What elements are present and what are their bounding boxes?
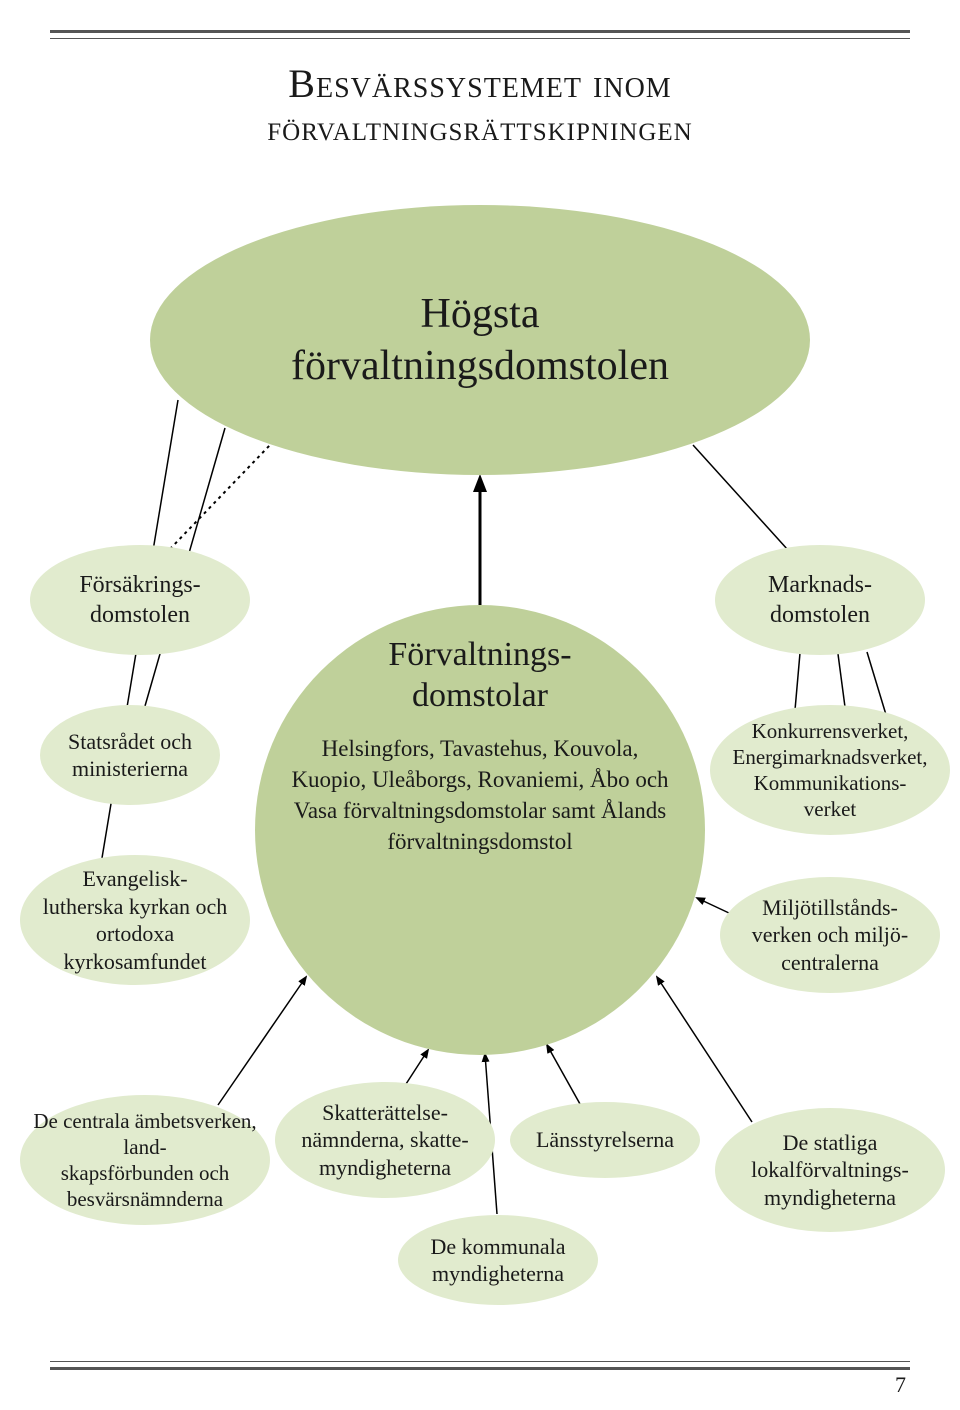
- node-tax-boards: Skatterättelse-nämnderna, skatte-myndigh…: [275, 1082, 495, 1198]
- node-environmental-agencies: Miljötillstånds-verken och miljö-central…: [720, 877, 940, 993]
- top-rule-inner: [50, 38, 910, 39]
- node-market-court: Marknads-domstolen: [715, 545, 925, 655]
- node-church: Evangelisk-lutherska kyrkan och ortodoxa…: [20, 855, 250, 985]
- node-market-court-label: Marknads-domstolen: [768, 570, 872, 630]
- node-municipal-authorities-label: De kommunala myndigheterna: [406, 1233, 590, 1288]
- node-council-of-state: Statsrådet och ministerierna: [40, 705, 220, 805]
- node-tax-boards-label: Skatterättelse-nämnderna, skatte-myndigh…: [301, 1099, 468, 1182]
- node-central-agencies-label: De centrala ämbetsverken, land-skapsförb…: [28, 1108, 262, 1213]
- node-state-local-admin-label: De statliga lokalförvaltnings-myndighete…: [723, 1129, 937, 1212]
- node-state-local-admin: De statliga lokalförvaltnings-myndighete…: [715, 1108, 945, 1232]
- node-environmental-agencies-label: Miljötillstånds-verken och miljö-central…: [752, 894, 908, 977]
- node-county-boards: Länsstyrelserna: [510, 1102, 700, 1178]
- top-rule-outer: [50, 30, 910, 33]
- node-central-agencies: De centrala ämbetsverken, land-skapsförb…: [20, 1095, 270, 1225]
- node-admin-courts-title: Förvaltnings- domstolar: [285, 635, 675, 717]
- title-line-2: förvaltningsrättskipningen: [0, 107, 960, 149]
- node-municipal-authorities: De kommunala myndigheterna: [398, 1215, 598, 1305]
- title-line-1: Besvärssystemet inom: [0, 60, 960, 107]
- page: Besvärssystemet inom förvaltningsrättski…: [0, 0, 960, 1410]
- node-competition-authority: Konkurrensverket, Energimarknadsverket, …: [710, 705, 950, 835]
- page-number: 7: [895, 1372, 906, 1398]
- node-admin-courts-body: Helsingfors, Tavastehus, Kouvola, Kuopio…: [285, 733, 675, 857]
- node-church-label: Evangelisk-lutherska kyrkan och ortodoxa…: [28, 865, 242, 975]
- node-supreme-court: Högsta förvaltningsdomstolen: [150, 205, 810, 475]
- page-title: Besvärssystemet inom förvaltningsrättski…: [0, 60, 960, 149]
- node-admin-courts-text: Förvaltnings- domstolar Helsingfors, Tav…: [285, 635, 675, 857]
- bottom-rule-inner: [50, 1361, 910, 1362]
- node-county-boards-label: Länsstyrelserna: [536, 1126, 674, 1154]
- bottom-rule-outer: [50, 1367, 910, 1370]
- node-supreme-court-label: Högsta förvaltningsdomstolen: [291, 288, 669, 393]
- node-insurance-court-label: Försäkrings-domstolen: [79, 570, 200, 630]
- node-council-of-state-label: Statsrådet och ministerierna: [48, 728, 212, 783]
- node-insurance-court: Försäkrings-domstolen: [30, 545, 250, 655]
- node-competition-authority-label: Konkurrensverket, Energimarknadsverket, …: [718, 718, 942, 823]
